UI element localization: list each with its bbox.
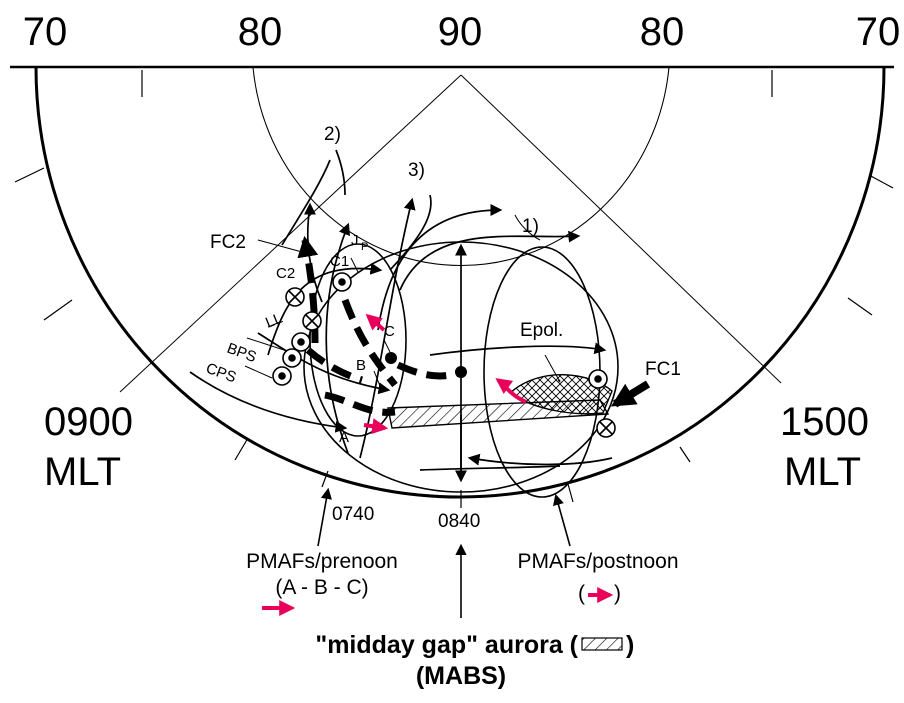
label-line-3: 3) — [408, 160, 425, 181]
label-cps: CPS — [204, 360, 239, 387]
caption-pmafs-postnoon: PMAFs/postnoon — [517, 550, 678, 573]
sector-line-1500 — [460, 74, 782, 384]
label-line-2: 2) — [324, 124, 341, 145]
fc1-arrow — [610, 380, 651, 408]
latitude-labels: 70 80 90 80 70 — [23, 10, 901, 54]
caption-midday-gap-close: ) — [626, 631, 634, 659]
caption-arrows — [317, 487, 571, 618]
mlt-0900-unit: MLT — [44, 450, 121, 494]
caption-prenoon-sequence: (A - B - C) — [275, 576, 368, 599]
station-dots — [385, 352, 467, 378]
label-epol: Epol. — [520, 320, 563, 341]
label-c: C — [384, 323, 395, 340]
mlt-0900-time: 0900 — [44, 400, 133, 444]
caption-midday-gap: "midday gap" aurora ( — [315, 631, 578, 659]
lat-label-70-right: 70 — [856, 10, 901, 54]
caption-postnoon-close: ) — [614, 582, 621, 605]
mlt-1500-time: 1500 — [780, 400, 869, 444]
label-pointers — [244, 214, 561, 387]
time-0840: 0840 — [438, 511, 480, 532]
lat-label-90: 90 — [438, 10, 483, 54]
pmaf-arrows — [262, 313, 614, 616]
label-c2: C2 — [276, 265, 295, 282]
sector-line-0900 — [119, 74, 462, 393]
caption-pmafs-prenoon: PMAFs/prenoon — [246, 550, 398, 573]
label-fc2: FC2 — [210, 232, 246, 253]
label-a: A — [339, 429, 349, 446]
midday-gap-hatch-icon — [581, 637, 623, 651]
lat-label-80-left: 80 — [238, 10, 283, 54]
label-jp: J — [351, 232, 359, 249]
caption-postnoon-open: ( — [578, 582, 585, 605]
mlt-1500-unit: MLT — [784, 450, 861, 494]
label-bps: BPS — [225, 340, 259, 366]
label-c1: C1 — [330, 253, 349, 270]
flow-lines — [189, 149, 613, 483]
label-line-1: 1) — [522, 216, 539, 237]
label-jp-subscript: P — [361, 241, 368, 253]
inner-latitude-arc — [252, 66, 670, 266]
label-b: B — [356, 357, 366, 374]
lat-label-70-left: 70 — [23, 10, 68, 54]
caption-mabs: (MABS) — [416, 662, 506, 690]
label-fc1: FC1 — [645, 359, 681, 380]
current-symbols — [272, 272, 616, 438]
dial-ticks — [14, 70, 894, 508]
label-ll: LL — [263, 310, 285, 332]
time-0740: 0740 — [332, 504, 374, 525]
lat-label-80-right: 80 — [640, 10, 685, 54]
outer-dial-arc — [34, 66, 886, 499]
